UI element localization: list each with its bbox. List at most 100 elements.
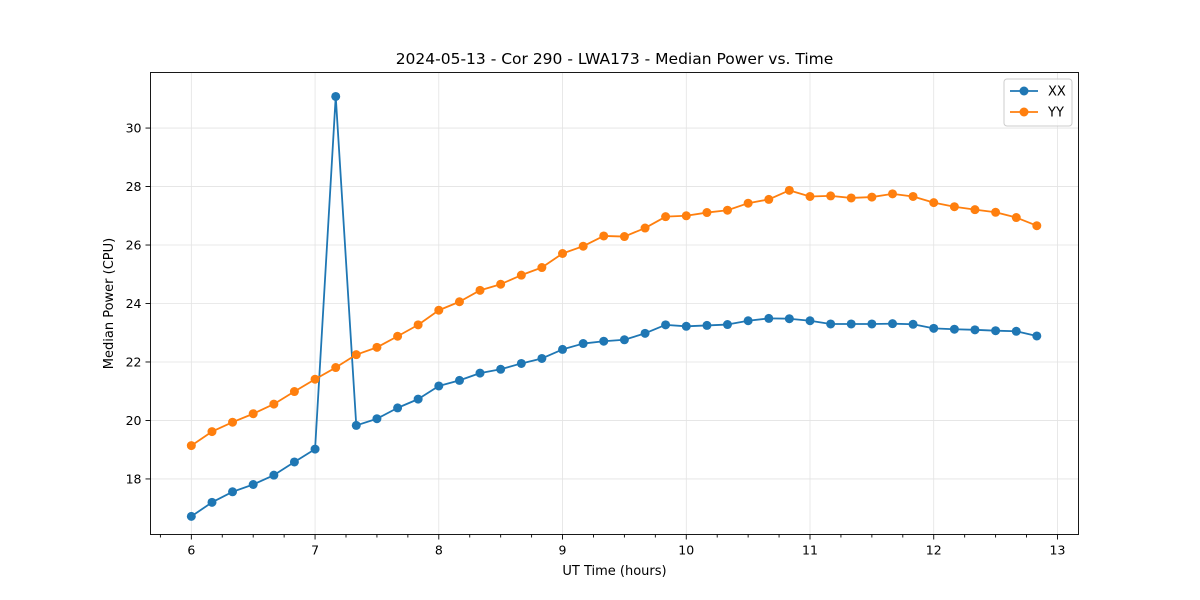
data-point-yy <box>661 212 671 222</box>
legend-marker-xx <box>1019 86 1029 96</box>
data-point-xx <box>805 316 815 326</box>
data-point-xx <box>351 420 361 430</box>
data-point-xx <box>310 444 320 454</box>
grid-lines <box>150 72 1079 535</box>
data-point-yy <box>475 285 485 295</box>
data-point-yy <box>269 399 279 409</box>
data-point-yy <box>289 387 299 397</box>
data-point-xx <box>599 336 609 346</box>
data-point-xx <box>826 319 836 329</box>
data-point-xx <box>1011 326 1021 336</box>
data-point-yy <box>351 350 361 360</box>
data-point-yy <box>805 191 815 201</box>
data-point-yy <box>599 231 609 241</box>
y-axis-label: Median Power (CPU) <box>102 238 117 369</box>
data-point-yy <box>991 207 1001 217</box>
data-point-xx <box>393 403 403 413</box>
data-point-xx <box>908 319 918 329</box>
data-point-xx <box>970 325 980 335</box>
data-point-yy <box>331 363 341 373</box>
y-tick-label: 26 <box>126 238 142 253</box>
data-point-yy <box>516 270 526 280</box>
data-point-xx <box>454 375 464 385</box>
data-point-yy <box>640 223 650 233</box>
data-point-xx <box>764 313 774 323</box>
data-point-yy <box>310 374 320 384</box>
data-point-yy <box>537 263 547 273</box>
data-point-xx <box>722 320 732 330</box>
data-point-yy <box>207 427 217 437</box>
series-xx <box>186 91 1042 521</box>
data-point-yy <box>1032 221 1042 231</box>
data-point-yy <box>743 198 753 208</box>
y-tick-label: 28 <box>126 179 142 194</box>
x-tick-label: 6 <box>187 543 195 558</box>
y-tick-label: 18 <box>126 471 142 486</box>
x-tick-label: 12 <box>926 543 942 558</box>
x-tick-label: 8 <box>435 543 443 558</box>
data-point-yy <box>784 185 794 195</box>
data-point-yy <box>393 331 403 341</box>
data-point-xx <box>1032 331 1042 341</box>
data-point-yy <box>826 191 836 201</box>
data-point-yy <box>248 409 258 419</box>
data-point-yy <box>372 342 382 352</box>
x-tick-label: 13 <box>1050 543 1066 558</box>
data-point-yy <box>558 248 568 258</box>
data-point-xx <box>867 319 877 329</box>
data-point-yy <box>764 194 774 204</box>
data-point-yy <box>413 320 423 330</box>
data-point-xx <box>558 344 568 354</box>
x-tick-label: 9 <box>559 543 567 558</box>
legend-label-xx: XX <box>1048 85 1066 100</box>
data-point-xx <box>372 414 382 424</box>
data-point-xx <box>475 368 485 378</box>
data-point-yy <box>681 211 691 221</box>
data-point-yy <box>846 193 856 203</box>
data-point-xx <box>537 353 547 363</box>
axis-ticks: 6 7 8 9 10 11 12 13 18 20 22 24 26 28 30 <box>126 121 1066 558</box>
x-axis-label: UT Time (hours) <box>562 564 666 579</box>
data-point-xx <box>207 497 217 507</box>
data-point-xx <box>269 470 279 480</box>
data-point-yy <box>888 189 898 199</box>
y-tick-label: 24 <box>126 296 142 311</box>
data-point-xx <box>496 364 506 374</box>
y-tick-label: 20 <box>126 413 142 428</box>
data-point-xx <box>228 487 238 497</box>
data-point-xx <box>888 319 898 329</box>
series-layer <box>186 91 1042 521</box>
legend-label-yy: YY <box>1047 106 1064 121</box>
data-point-xx <box>434 381 444 391</box>
chart-title: 2024-05-13 - Cor 290 - LWA173 - Median P… <box>396 50 834 68</box>
x-tick-label: 7 <box>311 543 319 558</box>
data-point-yy <box>722 205 732 215</box>
data-point-xx <box>846 319 856 329</box>
data-point-xx <box>186 511 196 521</box>
data-point-xx <box>289 457 299 467</box>
data-point-yy <box>496 279 506 289</box>
data-point-yy <box>929 198 939 208</box>
series-line-xx <box>190 95 1037 518</box>
x-tick-label: 11 <box>802 543 818 558</box>
data-point-yy <box>186 441 196 451</box>
data-point-yy <box>970 205 980 215</box>
data-point-xx <box>516 358 526 368</box>
data-point-yy <box>702 208 712 218</box>
data-point-yy <box>578 241 588 251</box>
x-tick-label: 10 <box>678 543 694 558</box>
data-point-xx <box>949 324 959 334</box>
data-point-xx <box>331 91 341 101</box>
data-point-xx <box>929 323 939 333</box>
data-point-xx <box>681 321 691 331</box>
data-point-yy <box>619 232 629 242</box>
data-point-xx <box>640 328 650 338</box>
data-point-yy <box>434 305 444 315</box>
y-tick-label: 22 <box>126 354 142 369</box>
data-point-xx <box>578 339 588 349</box>
data-point-yy <box>228 417 238 427</box>
data-point-yy <box>949 202 959 212</box>
data-point-xx <box>702 320 712 330</box>
data-point-xx <box>619 335 629 345</box>
series-yy <box>186 185 1042 451</box>
